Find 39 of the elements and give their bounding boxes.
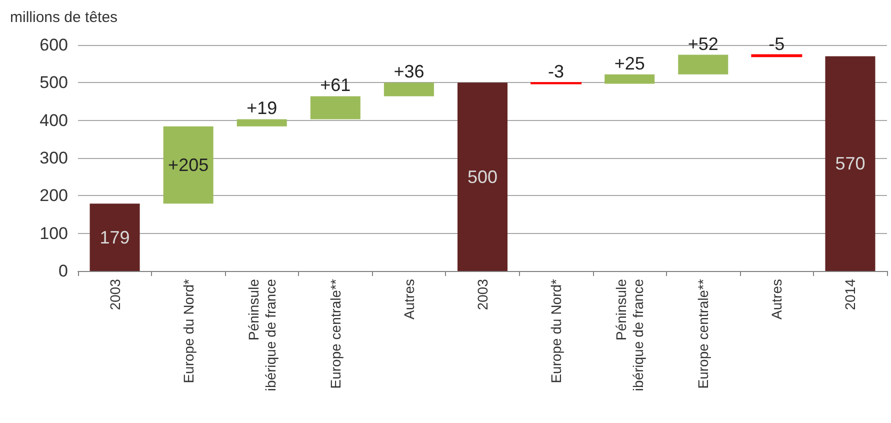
y-tick-label: 100	[40, 224, 68, 243]
x-tick-label: Péninsule ibérique de france	[245, 278, 278, 392]
x-tick-label: 2014	[842, 278, 858, 310]
data-label: -3	[548, 62, 564, 82]
bar	[310, 96, 360, 120]
data-label: +19	[246, 98, 278, 118]
data-label: +61	[320, 75, 351, 96]
y-tick-label: 500	[40, 73, 68, 92]
data-label: 179	[100, 227, 130, 248]
x-tick-label: Europe du Nord*	[548, 278, 564, 384]
y-tick-label: 600	[40, 36, 68, 54]
y-axis-title: millions de têtes	[10, 9, 118, 26]
bar	[825, 56, 876, 271]
data-label: +36	[394, 62, 424, 82]
x-tick-label: Autres	[400, 279, 417, 320]
x-tick-label: Péninsule ibérique de france	[613, 278, 646, 392]
y-tick-label: 400	[40, 110, 68, 130]
y-tick-label: 0	[58, 262, 68, 280]
x-tick-label: Europe centrale**	[327, 278, 344, 389]
data-label: +25	[614, 53, 645, 74]
data-label: -5	[768, 34, 785, 54]
x-tick-label: 2003	[474, 278, 490, 310]
bar	[163, 126, 214, 204]
bar	[384, 82, 434, 96]
bar	[457, 82, 508, 271]
y-tick-label: 300	[40, 148, 68, 168]
data-label: 500	[467, 166, 498, 187]
y-tick-label: 200	[40, 186, 68, 206]
bar	[90, 204, 140, 271]
bar	[236, 119, 287, 126]
x-tick-label: Europe centrale**	[695, 278, 712, 389]
bar	[678, 54, 728, 74]
x-tick-label: 2003	[106, 278, 123, 310]
data-label: 570	[835, 154, 866, 174]
x-tick-label: Autres	[768, 279, 785, 320]
x-tick-label: Europe du Nord*	[180, 278, 196, 384]
data-label: +52	[688, 34, 718, 54]
data-label: +205	[168, 154, 209, 175]
bar	[604, 74, 655, 84]
